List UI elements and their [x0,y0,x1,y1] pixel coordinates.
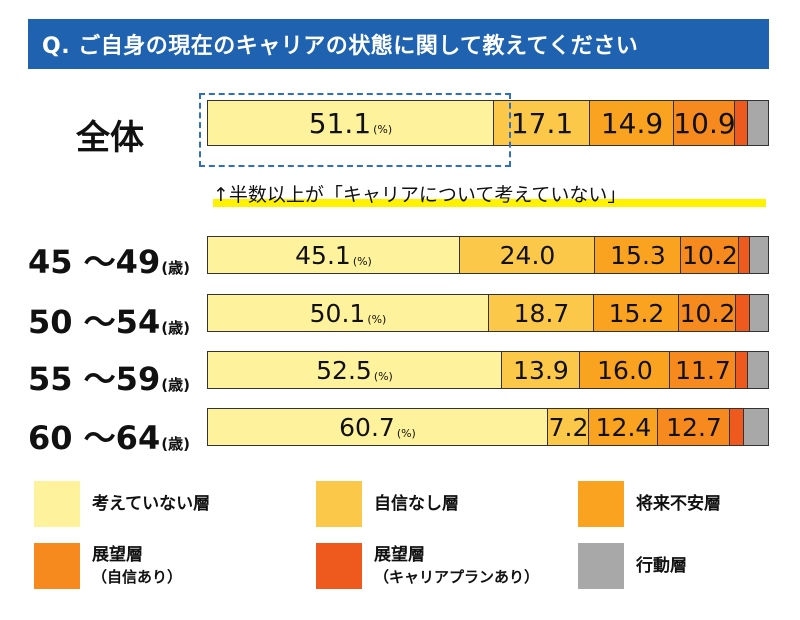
bar-segment [750,294,769,332]
category-unit: (歳) [161,376,190,394]
bar-row: 50.1 (%) 18.7 15.2 10.2 [207,294,769,332]
legend-label: 将来不安層 [636,493,721,516]
legend-label: 考えていない層 [92,493,210,516]
bar-segment [590,100,674,146]
bar-segment [207,236,460,274]
category-unit: (歳) [161,259,190,277]
legend-swatch [34,543,80,589]
bar-segment [748,351,769,389]
bar-segment [744,408,769,446]
legend-label: 自信なし層 [374,493,459,516]
legend-swatch [578,543,624,589]
bar-segment [739,236,750,274]
legend-swatch [578,481,624,527]
legend-swatch [316,543,362,589]
legend-item: 展望層 （キャリアプランあり） [316,543,539,589]
category-label: 60 〜64 [28,419,161,457]
category-label: 全体 [76,118,144,158]
bar-segment [489,294,594,332]
legend-swatch [34,481,80,527]
row-label: 全体 [76,110,144,159]
legend-label-main: 展望層 [374,545,425,566]
bar-segment [594,294,679,332]
legend-label-main: 自信なし層 [374,493,459,514]
chart-title: Q. ご自身の現在のキャリアの状態に関して教えてください [28,19,769,69]
category-unit: (歳) [161,435,190,453]
legend-item: 行動層 [578,543,687,589]
bar-segment [207,294,489,332]
bar-row: 45.1 (%) 24.0 15.3 10.2 [207,236,769,274]
legend-label-main: 将来不安層 [636,493,721,514]
legend-label-sub: （自信あり） [92,568,183,587]
row-label: 60 〜64 (歳) [28,413,190,459]
bar-segment [735,100,748,146]
category-label: 55 〜59 [28,360,161,398]
bar-segment [674,100,735,146]
category-label: 45 〜49 [28,243,161,281]
category-unit: (歳) [161,319,190,337]
legend-label-main: 考えていない層 [92,493,211,514]
bar-segment [207,100,494,146]
bar-segment [502,351,580,389]
bar-row: 52.5 (%) 13.9 16.0 11.7 [207,351,769,389]
bar-segment [595,236,681,274]
bar-segment [589,408,658,446]
legend-swatch [316,481,362,527]
legend-item: 展望層 （自信あり） [34,543,182,589]
bar-segment [748,100,769,146]
legend-label: 行動層 [636,555,687,578]
legend-label-main: 展望層 [92,545,143,566]
bar-segment [207,408,548,446]
bar-segment [658,408,730,446]
row-label: 50 〜54 (歳) [28,297,190,343]
bar-row: 60.7 (%) 7.2 12.4 12.7 [207,408,769,446]
legend-label-main: 行動層 [636,555,687,576]
bar-segment [679,294,736,332]
legend-item: 考えていない層 [34,481,210,527]
legend-label-sub: （キャリアプランあり） [374,568,540,587]
annotation-highlight [213,199,766,207]
bar-segment [736,351,748,389]
highlight-box [199,93,511,167]
legend-label: 展望層 （自信あり） [92,544,182,587]
bar-segment [670,351,736,389]
legend-label: 展望層 （キャリアプランあり） [374,544,539,587]
bar-segment [750,236,769,274]
bar-segment [736,294,750,332]
bar-segment [681,236,739,274]
bar-segment [730,408,744,446]
bar-segment [207,351,502,389]
row-label: 45 〜49 (歳) [28,237,190,283]
annotation-text: ↑半数以上が「キャリアについて考えていない」 [213,184,627,206]
legend-item: 将来不安層 [578,481,721,527]
legend-item: 自信なし層 [316,481,459,527]
category-label: 50 〜54 [28,303,161,341]
bar-segment [580,351,670,389]
bar-segment [548,408,589,446]
row-label: 55 〜59 (歳) [28,354,190,400]
bar-segment [460,236,595,274]
